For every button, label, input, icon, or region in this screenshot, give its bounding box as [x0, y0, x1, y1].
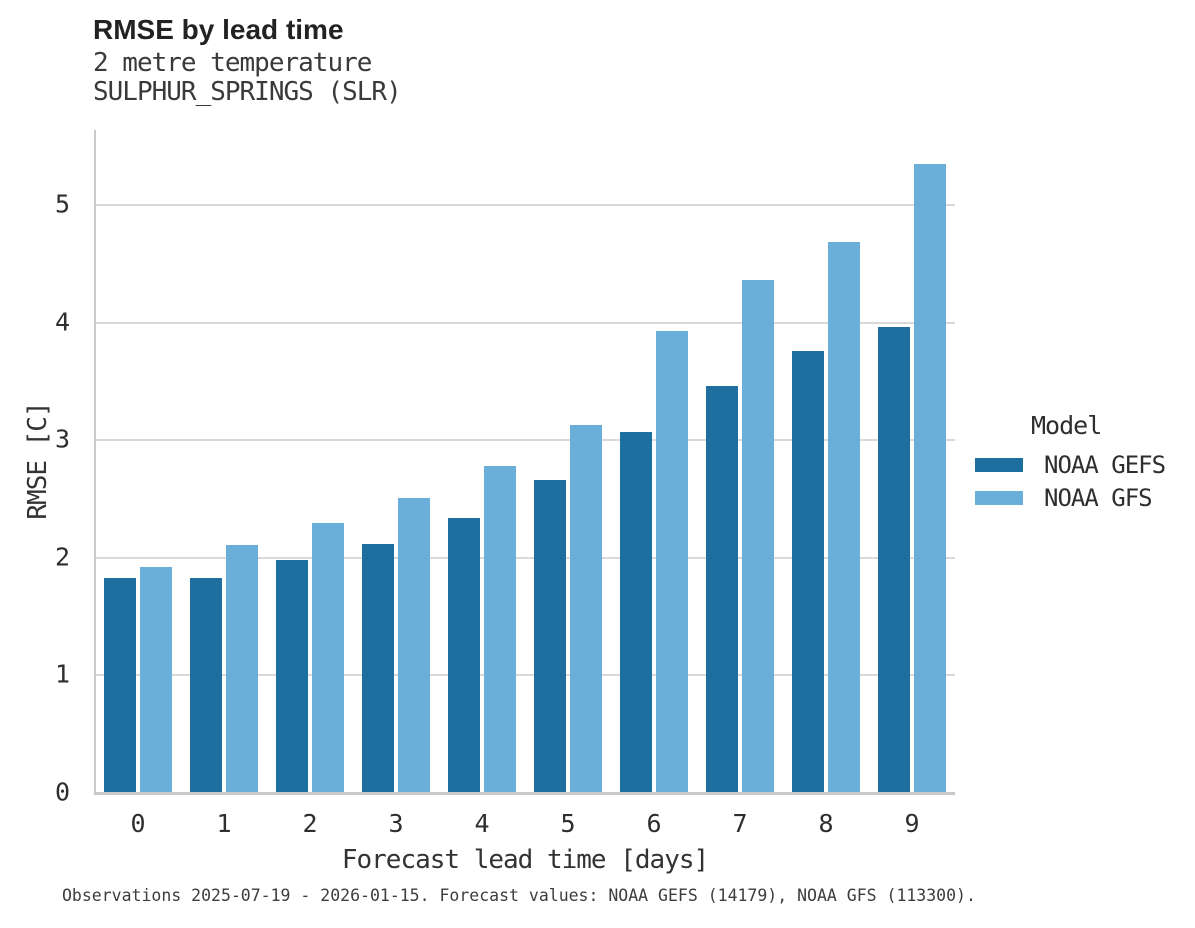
x-tick-label-0: 0	[130, 809, 146, 838]
x-tick-label-2: 2	[302, 809, 318, 838]
bar-noaa-gefs-lead-5	[534, 480, 566, 793]
bar-noaa-gfs-lead-5	[570, 425, 602, 793]
x-tick-label-3: 3	[388, 809, 404, 838]
bar-noaa-gefs-lead-9	[878, 327, 910, 793]
bar-noaa-gefs-lead-7	[706, 386, 738, 793]
bar-noaa-gefs-lead-3	[362, 543, 394, 793]
bar-noaa-gfs-lead-7	[742, 280, 774, 793]
gridline-y-5	[95, 204, 955, 207]
x-tick-label-8: 8	[818, 809, 834, 838]
chart-subtitle-variable: 2 metre temperature	[93, 48, 372, 78]
bar-noaa-gfs-lead-4	[484, 466, 516, 793]
y-tick-label-3: 3	[54, 424, 70, 454]
legend: Model NOAA GEFS NOAA GFS	[975, 411, 1166, 514]
bar-noaa-gefs-lead-6	[620, 432, 652, 793]
y-tick-label-4: 4	[54, 307, 70, 337]
legend-swatch-noaa-gfs	[975, 490, 1023, 505]
x-tick-label-6: 6	[646, 809, 662, 838]
bar-noaa-gefs-lead-8	[792, 351, 824, 793]
bar-noaa-gefs-lead-2	[276, 560, 308, 793]
caption: Observations 2025-07-19 - 2026-01-15. Fo…	[62, 886, 976, 905]
bar-noaa-gfs-lead-1	[226, 544, 258, 793]
y-axis-title: RMSE [C]	[23, 402, 53, 520]
x-tick-label-9: 9	[904, 809, 920, 838]
bar-noaa-gfs-lead-8	[828, 241, 860, 793]
bar-noaa-gfs-lead-9	[914, 164, 946, 793]
bar-noaa-gfs-lead-6	[656, 331, 688, 793]
bar-noaa-gfs-lead-3	[398, 497, 430, 793]
y-tick-label-5: 5	[54, 189, 70, 219]
x-tick-label-5: 5	[560, 809, 576, 838]
chart-subtitle-station: SULPHUR_SPRINGS (SLR)	[93, 77, 402, 107]
x-tick-label-4: 4	[474, 809, 490, 838]
legend-item-noaa-gefs: NOAA GEFS	[975, 448, 1166, 481]
legend-label: NOAA GEFS	[1044, 450, 1166, 479]
x-tick-label-7: 7	[732, 809, 748, 838]
y-tick-label-2: 2	[54, 542, 70, 572]
bar-noaa-gfs-lead-2	[312, 522, 344, 793]
gridline-y-4	[95, 321, 955, 324]
gridline-y-1	[95, 674, 955, 677]
bar-noaa-gefs-lead-0	[104, 577, 136, 793]
gridline-y-2	[95, 556, 955, 559]
bar-noaa-gefs-lead-1	[190, 577, 222, 793]
y-axis-line	[94, 130, 96, 793]
chart-title: RMSE by lead time	[93, 14, 344, 45]
x-tick-label-1: 1	[216, 809, 232, 838]
x-axis-title: Forecast lead time [days]	[341, 845, 709, 875]
y-tick-label-0: 0	[54, 777, 70, 807]
legend-swatch-noaa-gefs	[975, 457, 1023, 472]
legend-label: NOAA GFS	[1044, 483, 1153, 512]
x-axis-line	[94, 792, 955, 795]
legend-title: Model	[1031, 411, 1102, 440]
legend-items: NOAA GEFS NOAA GFS	[975, 448, 1166, 514]
bar-noaa-gefs-lead-4	[448, 517, 480, 793]
y-tick-label-1: 1	[54, 659, 70, 689]
bar-noaa-gfs-lead-0	[140, 567, 172, 793]
legend-item-noaa-gfs: NOAA GFS	[975, 481, 1165, 514]
gridline-y-3	[95, 439, 955, 442]
